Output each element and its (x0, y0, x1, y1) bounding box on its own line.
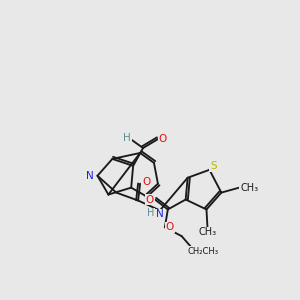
Text: O: O (166, 222, 174, 232)
Text: N: N (156, 209, 164, 219)
Text: CH₃: CH₃ (240, 183, 258, 193)
Text: S: S (210, 161, 217, 171)
Text: H: H (123, 133, 131, 143)
Text: CH₂CH₃: CH₂CH₃ (187, 247, 218, 256)
Text: CH₃: CH₃ (198, 227, 217, 237)
Text: O: O (146, 194, 154, 205)
Text: O: O (159, 134, 167, 144)
Text: N: N (86, 171, 93, 181)
Text: H: H (147, 208, 155, 218)
Text: O: O (142, 177, 150, 187)
